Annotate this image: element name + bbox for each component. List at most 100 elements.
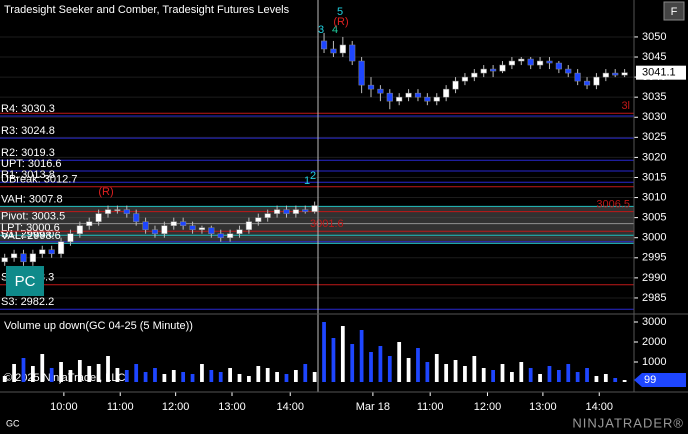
volume-bar — [594, 376, 599, 382]
candle-body — [133, 213, 140, 222]
instrument: GC — [6, 418, 20, 428]
f-button-label[interactable]: F — [671, 6, 678, 18]
volume-bar — [284, 374, 289, 382]
volume-bar — [340, 326, 345, 382]
volume-bar — [143, 372, 148, 382]
candle-body — [311, 205, 318, 212]
volume-bar — [181, 372, 186, 382]
y-tick-label: 1000 — [642, 356, 666, 368]
last-price-box — [636, 65, 686, 80]
volume-bar — [510, 372, 514, 382]
candle-body — [57, 241, 65, 255]
candle-body — [274, 209, 281, 214]
f-button[interactable] — [663, 1, 685, 21]
last-volume: 99 — [644, 374, 656, 386]
y-tick-label: 2995 — [642, 252, 666, 264]
x-tick-label: 11:00 — [107, 401, 134, 413]
volume-bar — [96, 364, 101, 382]
candle-body — [593, 76, 600, 86]
candle-body — [151, 229, 159, 234]
volume-bar — [575, 372, 580, 382]
volume-bar — [491, 370, 495, 382]
candle-body — [367, 84, 375, 90]
volume-bar — [153, 368, 157, 382]
volume-bar — [200, 364, 204, 382]
volume-bar — [453, 360, 458, 382]
candle-body — [396, 96, 403, 102]
candle-body — [461, 76, 469, 82]
candle-body — [621, 72, 628, 76]
volume-bar — [59, 362, 63, 382]
volume-bar — [519, 362, 524, 382]
x-tick-label: 10:00 — [50, 401, 78, 413]
candle-body — [490, 68, 497, 72]
candle-body — [471, 72, 478, 78]
level-label: VAH: 3007.8 — [1, 193, 63, 205]
candle-body — [227, 233, 234, 238]
candle-body — [264, 213, 271, 218]
level-label: R4: 3030.3 — [1, 103, 55, 115]
candle-body — [574, 72, 581, 82]
volume-bar — [472, 356, 477, 382]
volume-bar — [303, 364, 308, 382]
volume-bar — [237, 374, 242, 382]
volume-bar — [87, 366, 92, 382]
candle-body — [537, 60, 544, 66]
volume-bar — [538, 374, 542, 382]
candle-body — [86, 221, 93, 226]
volume-bar — [425, 362, 430, 382]
volume-bar — [481, 368, 486, 382]
signal: 3 — [318, 24, 324, 36]
candle-body — [565, 68, 572, 74]
x-tick-label: 13:00 — [218, 401, 246, 413]
y-tick-label: 3000 — [642, 232, 666, 244]
volume-bar — [406, 358, 411, 382]
candle-body — [499, 64, 506, 72]
last-volume-box — [634, 373, 686, 388]
last-price: 3041.1 — [642, 67, 676, 79]
candle-body — [208, 227, 215, 234]
candle-body — [245, 221, 252, 230]
volume-bar — [2, 376, 7, 382]
pc-button[interactable] — [6, 266, 44, 296]
y-tick-label: 3025 — [642, 131, 666, 143]
candle-body — [433, 96, 440, 102]
x-tick-label: 11:00 — [417, 401, 444, 413]
volume-bar — [434, 354, 439, 382]
chart-title: Tradesight Seeker and Comber, Tradesight… — [4, 4, 290, 16]
candle-body — [95, 213, 102, 222]
y-tick-label: 3010 — [642, 191, 666, 203]
level-label: UPT: 3016.6 — [1, 158, 62, 170]
signal: (R) — [98, 186, 113, 198]
volume-bar — [556, 370, 561, 382]
candle-body — [555, 62, 562, 70]
y-tick-label: 2990 — [642, 272, 666, 284]
volume-bar — [68, 370, 73, 382]
signal: (R) — [333, 16, 348, 28]
volume-bar — [49, 368, 54, 382]
candle-body — [386, 92, 393, 102]
candle-body — [443, 88, 450, 98]
x-tick-label: Mar 18 — [356, 401, 390, 413]
candle-body — [527, 58, 534, 66]
candle-body — [424, 96, 431, 102]
candle-body — [142, 221, 149, 230]
volume-bar — [331, 338, 336, 382]
y-tick-label: 2000 — [642, 336, 666, 348]
volume-bar — [528, 368, 533, 382]
y-tick-label: 3035 — [642, 91, 666, 103]
volume-bar — [416, 348, 420, 382]
candle-body — [358, 60, 365, 86]
volume-bar — [585, 368, 589, 382]
y-tick-label: 3015 — [642, 171, 666, 183]
volume-bar — [30, 366, 35, 382]
pc-button-label[interactable]: PC — [15, 273, 36, 290]
signal: 1 — [304, 175, 310, 187]
volume-title: Volume up down(GC 04-25 (5 Minute)) — [4, 320, 193, 332]
candle-body — [170, 221, 177, 226]
candle-body — [189, 225, 196, 230]
level-label: Pivot: 3003.5 — [1, 211, 65, 223]
candle-body — [104, 209, 112, 214]
x-tick-label: 14:00 — [276, 401, 304, 413]
